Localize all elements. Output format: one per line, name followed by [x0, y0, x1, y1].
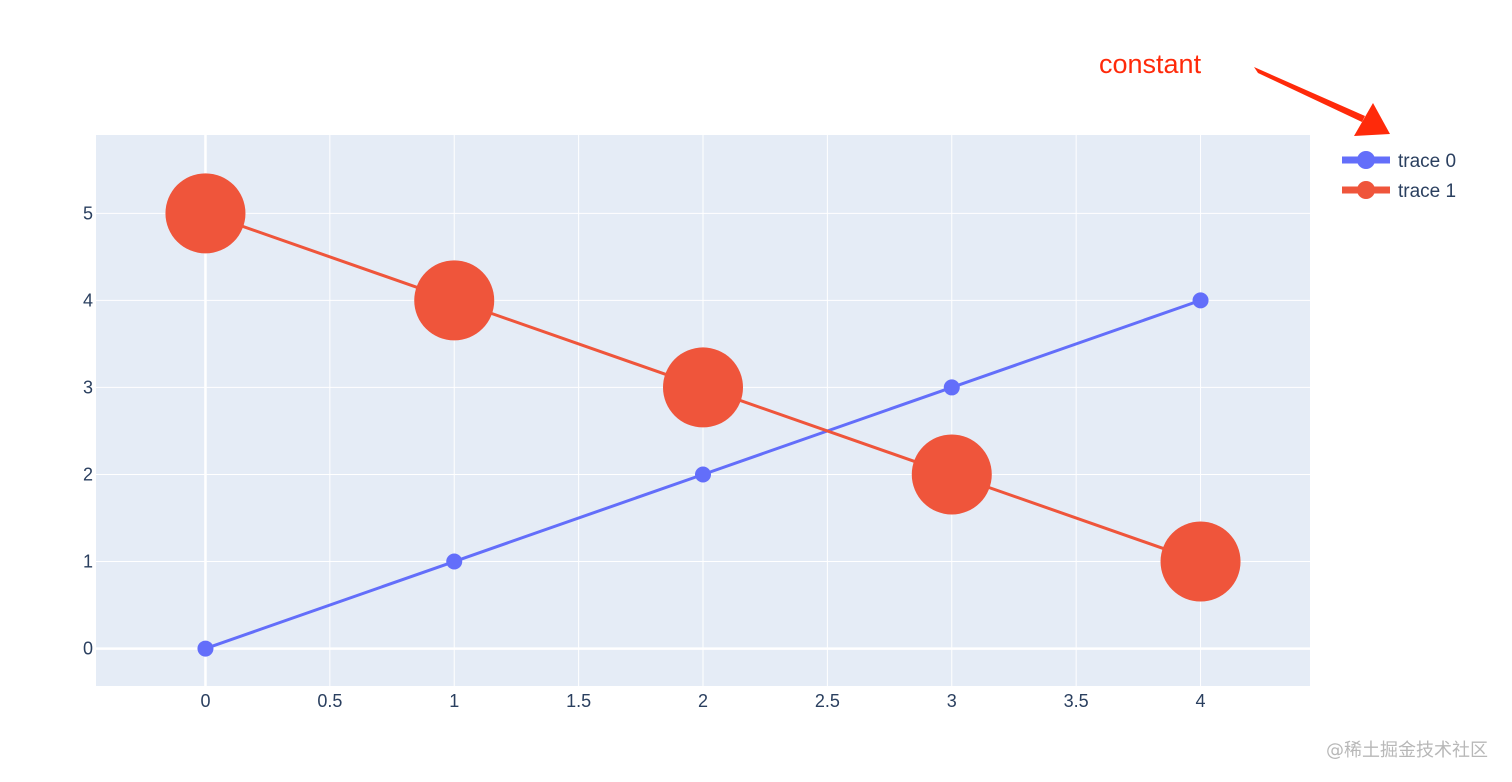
data-point-trace-0[interactable]	[1192, 292, 1209, 309]
series-trace-1	[165, 173, 1241, 602]
grid-lines	[96, 135, 1310, 686]
legend-label-trace-0: trace 0	[1398, 151, 1456, 172]
x-tick-label: 3.5	[1064, 691, 1089, 711]
data-point-trace-1[interactable]	[1160, 521, 1241, 602]
x-tick-label: 4	[1196, 691, 1206, 711]
data-point-trace-1[interactable]	[414, 260, 495, 341]
x-tick-label: 0.5	[317, 691, 342, 711]
y-tick-label: 2	[83, 464, 93, 484]
annotation: constant	[1099, 49, 1390, 136]
data-point-trace-0[interactable]	[943, 379, 960, 396]
x-tick-label: 3	[947, 691, 957, 711]
x-tick-label: 2.5	[815, 691, 840, 711]
y-tick-label: 4	[83, 290, 93, 310]
y-tick-label: 0	[83, 639, 93, 659]
series-trace-0	[197, 292, 1209, 657]
data-point-trace-0[interactable]	[446, 553, 463, 570]
legend-item-trace-1[interactable]: trace 1	[1342, 181, 1456, 202]
legend[interactable]: trace 0 trace 1	[1342, 151, 1456, 202]
annotation-text: constant	[1099, 49, 1202, 79]
legend-label-trace-1: trace 1	[1398, 181, 1456, 202]
watermark: @稀土掘金技术社区	[1326, 740, 1488, 761]
arrow-head	[1354, 103, 1390, 136]
legend-swatch-marker-trace-0	[1357, 151, 1375, 169]
arrow-shaft	[1254, 67, 1365, 122]
tick-labels: 0 0.5 1 1.5 2 2.5 3 3.5 4 0 1 2 3 4 5	[83, 203, 1206, 711]
x-tick-label: 2	[698, 691, 708, 711]
legend-swatch-marker-trace-1	[1357, 181, 1375, 199]
data-point-trace-1[interactable]	[911, 434, 992, 515]
x-tick-label: 1.5	[566, 691, 591, 711]
x-tick-label: 0	[200, 691, 210, 711]
y-tick-label: 5	[83, 203, 93, 223]
x-tick-label: 1	[449, 691, 459, 711]
data-point-trace-1[interactable]	[165, 173, 246, 254]
arrow-icon	[1254, 67, 1390, 136]
y-tick-label: 1	[83, 552, 93, 572]
data-point-trace-0[interactable]	[695, 466, 711, 483]
series-layer	[165, 173, 1241, 657]
legend-item-trace-0[interactable]: trace 0	[1342, 151, 1456, 172]
data-point-trace-0[interactable]	[197, 640, 214, 657]
y-tick-label: 3	[83, 377, 93, 397]
data-point-trace-1[interactable]	[663, 347, 743, 428]
